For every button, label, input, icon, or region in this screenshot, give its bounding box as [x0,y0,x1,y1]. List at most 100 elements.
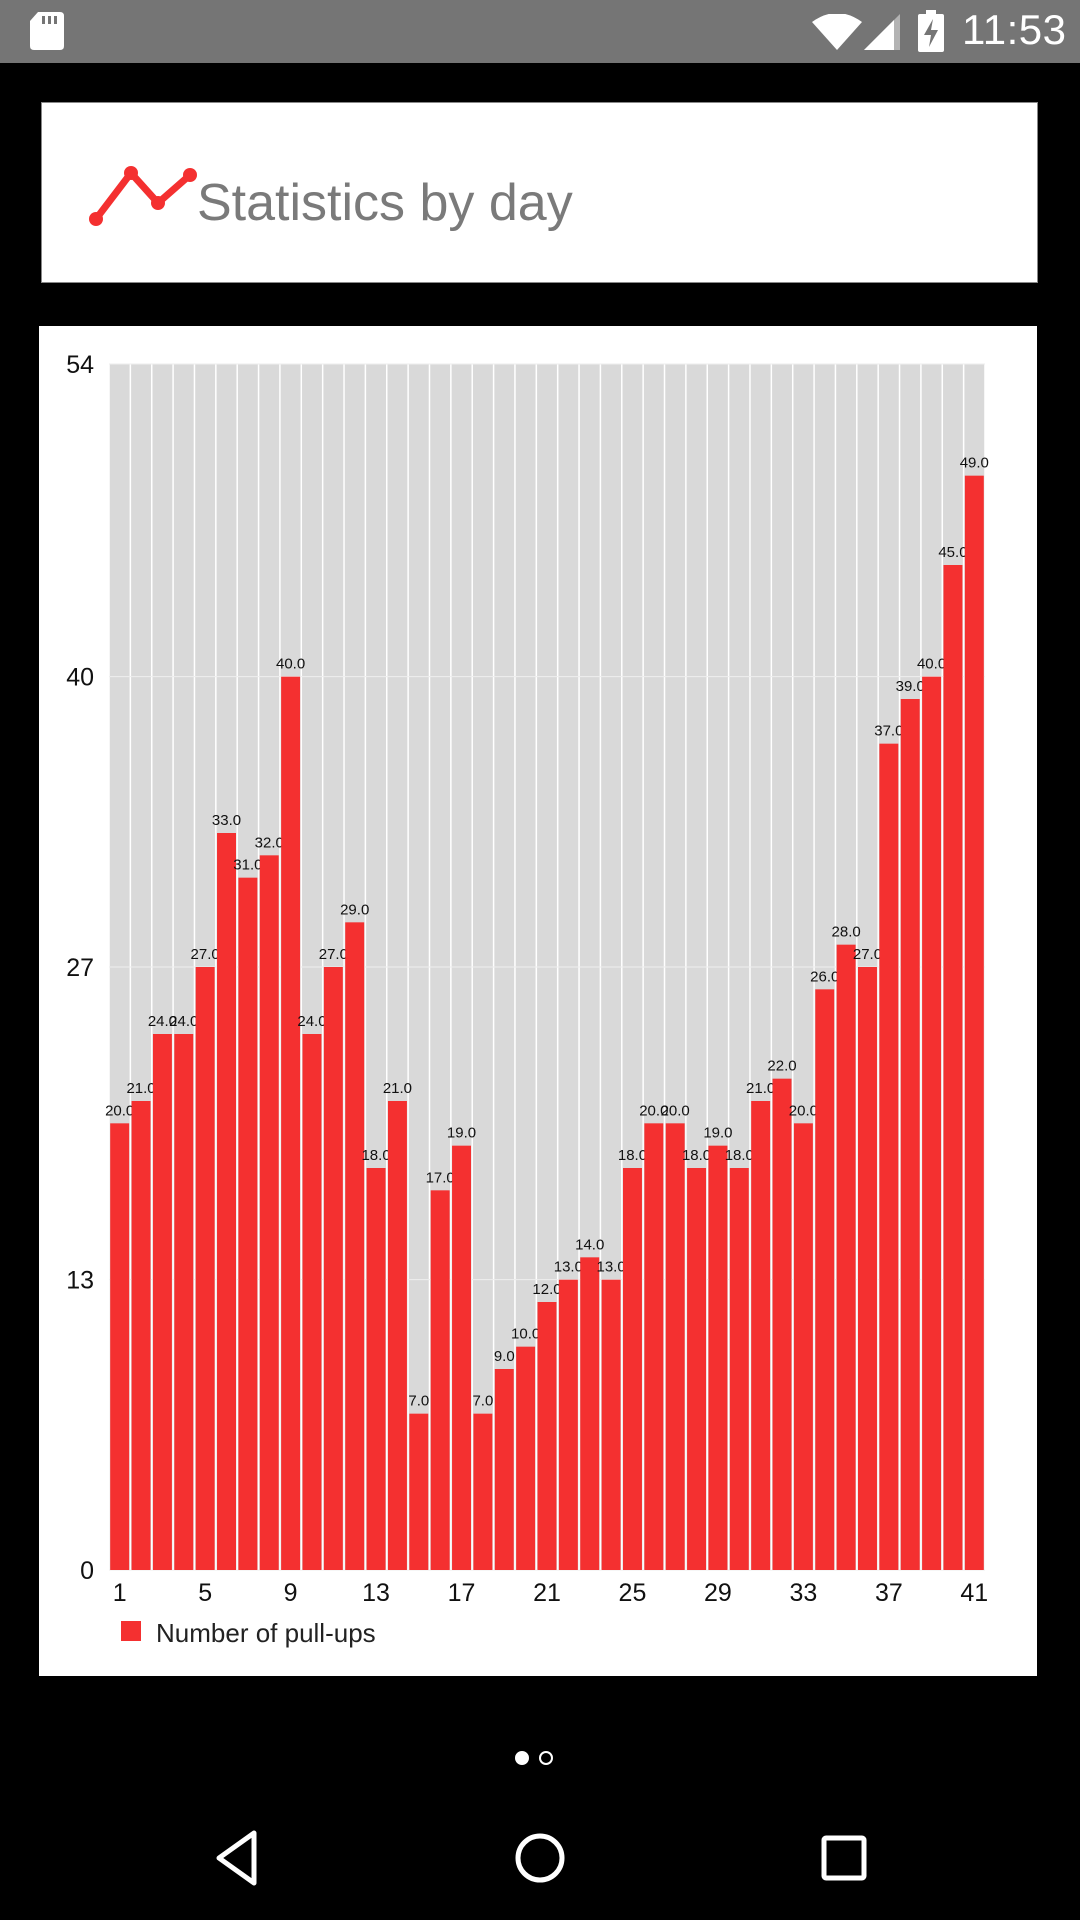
bar-value-label: 7.0 [472,1393,493,1410]
bar-value-label: 24.0 [297,1013,326,1030]
bar [516,1346,536,1570]
bar-value-label: 9.0 [494,1348,515,1365]
bar [708,1145,728,1570]
bar [195,967,215,1570]
bar-value-label: 37.0 [874,723,903,740]
bar [580,1257,600,1570]
header-card: Statistics by day [41,102,1038,283]
bar-value-label: 17.0 [426,1169,455,1186]
bar-value-label: 28.0 [832,924,861,941]
x-tick-label: 29 [704,1579,732,1607]
bar-value-label: 45.0 [938,544,967,561]
bar [879,743,899,1570]
bar-value-label: 24.0 [169,1013,198,1030]
bar-value-label: 29.0 [340,901,369,918]
x-tick-label: 1 [113,1579,127,1607]
bar [110,1123,130,1570]
bar-value-label: 26.0 [810,968,839,985]
home-icon[interactable] [514,1828,566,1888]
bar [281,676,301,1570]
bar [537,1302,557,1570]
bar-value-label: 27.0 [319,946,348,963]
bar-value-label: 14.0 [575,1236,604,1253]
bar [922,676,942,1570]
bar [259,855,279,1570]
battery-charging-icon [918,10,944,52]
bar [131,1101,151,1570]
bar [345,922,365,1570]
y-tick-label: 40 [66,664,94,692]
bar-value-label: 18.0 [682,1147,711,1164]
x-tick-label: 5 [198,1579,212,1607]
y-tick-label: 0 [80,1557,94,1585]
page-indicator [515,1751,559,1771]
bar [323,967,343,1570]
bar-value-label: 20.0 [639,1102,668,1119]
bar [964,475,984,1570]
bar [836,944,856,1570]
bar [152,1034,172,1570]
bar [558,1279,578,1570]
bar-value-label: 40.0 [276,656,305,673]
signal-icon [864,14,900,50]
bar-value-label: 49.0 [960,455,989,472]
back-icon[interactable] [214,1828,258,1888]
bar-value-label: 27.0 [853,946,882,963]
x-tick-label: 41 [960,1579,988,1607]
x-tick-label: 17 [448,1579,476,1607]
bar [751,1101,771,1570]
bar-value-label: 19.0 [447,1125,476,1142]
bar-value-label: 27.0 [191,946,220,963]
x-tick-label: 25 [619,1579,647,1607]
bar-value-label: 22.0 [767,1058,796,1075]
bar [409,1413,429,1570]
bar-value-label: 21.0 [126,1080,155,1097]
bar-value-label: 13.0 [554,1259,583,1276]
page-title: Statistics by day [197,174,573,232]
bar-value-label: 32.0 [255,834,284,851]
legend-swatch [121,1621,141,1641]
bar-value-label: 20.0 [105,1102,134,1119]
bar [687,1168,707,1570]
recents-icon[interactable] [820,1828,868,1888]
y-tick-label: 27 [66,954,94,982]
bar [494,1369,514,1570]
bar-value-label: 18.0 [618,1147,647,1164]
bar [900,699,920,1570]
bar [174,1034,194,1570]
page-dot-1[interactable] [515,1751,529,1765]
status-bar: 11:53 [0,0,1080,63]
bar [430,1190,450,1570]
bar [665,1123,685,1570]
bar-value-label: 39.0 [896,678,925,695]
bar [943,565,963,1570]
x-tick-label: 33 [789,1579,817,1607]
x-tick-label: 37 [875,1579,903,1607]
bar [729,1168,749,1570]
page-dot-2[interactable] [539,1751,553,1765]
bar-value-label: 21.0 [746,1080,775,1097]
bar-value-label: 12.0 [532,1281,561,1298]
bar [366,1168,386,1570]
bar [302,1034,322,1570]
bar-value-label: 20.0 [661,1102,690,1119]
bar [387,1101,407,1570]
bar [622,1168,642,1570]
bar [644,1123,664,1570]
bar-value-label: 21.0 [383,1080,412,1097]
bar-chart: 20.021.024.024.027.033.031.032.040.024.0… [66,351,989,1607]
bar-value-label: 18.0 [725,1147,754,1164]
line-chart-icon [89,166,197,226]
bar-value-label: 19.0 [703,1125,732,1142]
bar [793,1123,813,1570]
status-clock: 11:53 [962,6,1067,53]
bar-value-label: 24.0 [148,1013,177,1030]
bar [238,877,258,1570]
bar-value-label: 40.0 [917,656,946,673]
bar-value-label: 20.0 [789,1102,818,1119]
bar [217,833,236,1570]
navigation-bar [0,1800,1080,1920]
y-tick-label: 54 [66,351,94,379]
bar [601,1279,621,1570]
bar [815,989,835,1570]
